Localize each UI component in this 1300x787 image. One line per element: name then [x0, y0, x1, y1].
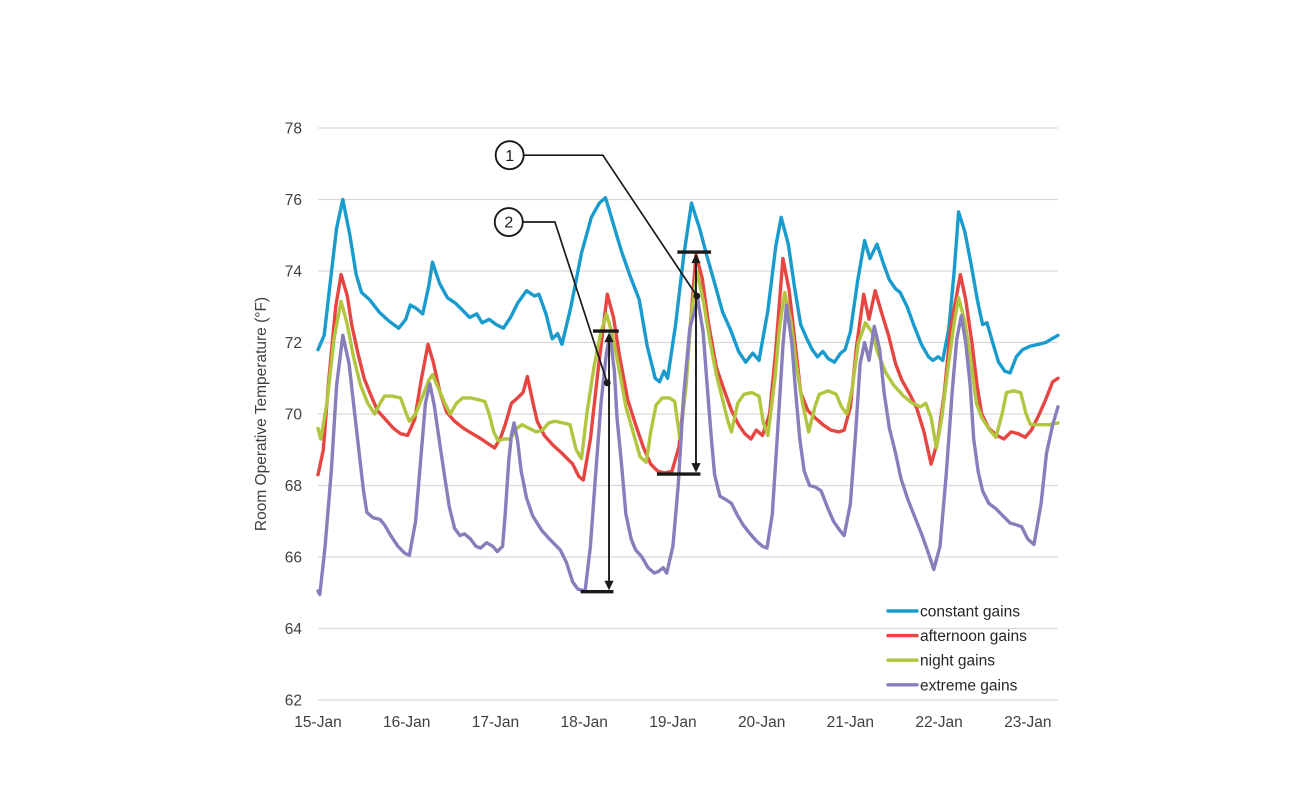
x-tick-label: 18-Jan	[560, 714, 607, 731]
y-tick-label: 66	[285, 550, 302, 567]
legend-label-night-gains: night gains	[920, 653, 995, 670]
y-tick-label: 70	[285, 407, 303, 424]
annotation-connector-2	[523, 221, 609, 384]
y-tick-label: 78	[285, 121, 302, 138]
y-axis-tick-labels: 62 64 66 68 70 72 74 76 78	[285, 121, 303, 710]
x-tick-label: 16-Jan	[383, 714, 430, 731]
series-line-extreme-gains	[316, 297, 1060, 597]
annotation-arrowhead-up-2	[604, 332, 614, 343]
annotation-arrowhead-down-1	[691, 463, 701, 473]
annotation-connector-1	[524, 154, 698, 297]
y-tick-label: 72	[285, 335, 302, 352]
annotation-number-2: 2	[504, 215, 513, 232]
x-tick-label: 19-Jan	[649, 714, 696, 731]
x-tick-label: 21-Jan	[827, 714, 874, 731]
y-tick-label: 68	[285, 478, 302, 495]
x-axis-tick-labels: 15-Jan 16-Jan 17-Jan 18-Jan 19-Jan 20-Jan 21-J…	[294, 714, 1051, 731]
annotation-arrowhead-down-2	[604, 580, 614, 591]
legend-label-afternoon-gains: afternoon gains	[920, 628, 1027, 645]
series-line-constant-gains	[316, 195, 1060, 384]
annotation-arrowhead-up-1	[691, 253, 701, 264]
x-tick-label: 15-Jan	[294, 714, 341, 731]
y-tick-label: 74	[285, 264, 303, 281]
legend: constant gains afternoon gains night gains…	[886, 604, 1027, 694]
legend-label-constant-gains: constant gains	[920, 604, 1020, 621]
annotation-number-1: 1	[505, 148, 514, 165]
y-tick-label: 76	[285, 192, 302, 209]
y-tick-label: 62	[285, 693, 302, 710]
series-line-night-gains	[316, 269, 1060, 464]
x-tick-label: 20-Jan	[738, 714, 785, 731]
y-axis-title: Room Operative Temperature (°F)	[253, 297, 270, 531]
x-tick-label: 22-Jan	[915, 714, 962, 731]
x-tick-label: 17-Jan	[472, 714, 519, 731]
x-tick-label: 23-Jan	[1004, 714, 1051, 731]
annotation-circle-1	[494, 140, 525, 171]
annotation-circle-2	[493, 207, 524, 237]
series-lines	[316, 195, 1060, 597]
annotations: 12	[493, 140, 712, 594]
legend-label-extreme-gains: extreme gains	[920, 677, 1018, 694]
y-tick-label: 64	[285, 621, 303, 638]
